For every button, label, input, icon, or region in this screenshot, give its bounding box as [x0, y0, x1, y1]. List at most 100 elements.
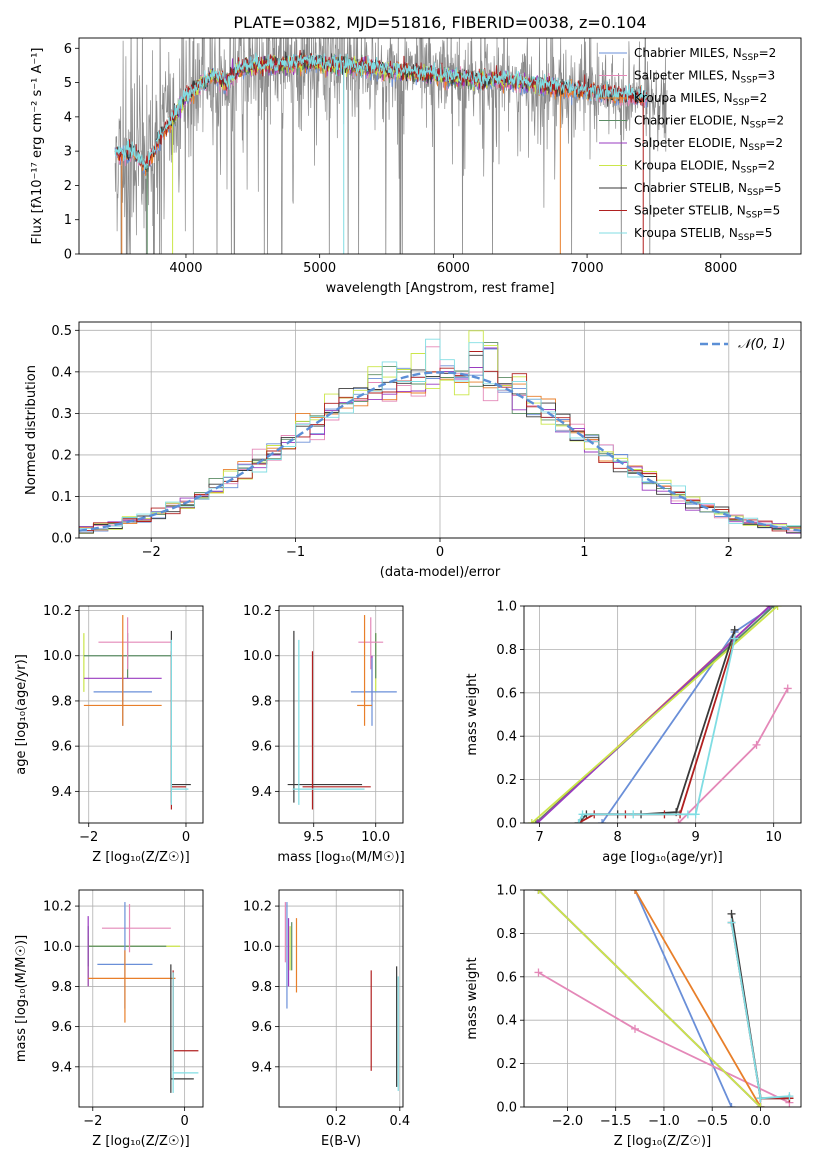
plus-marker [598, 819, 607, 823]
x-ticks: 7 8 9 10 [535, 823, 782, 845]
weight-vs-age-plot: 7 8 9 10 0.0 0.2 0.4 0.6 0.8 1.0 age [log₁₀(age/yr… [465, 600, 802, 865]
x-axis-label: (data-model)/error [380, 565, 501, 580]
plot-area [284, 902, 399, 1091]
errorbar-point [170, 651, 186, 810]
plus-marker [630, 1024, 639, 1033]
errorbar-point [87, 926, 167, 967]
figure-title: PLATE=0382, MJD=51816, FIBERID=0038, z=0… [233, 13, 646, 32]
histogram-krou-elodie [79, 330, 801, 534]
mass-vs-extinction-plot: 0.2 0.4 9.4 9.6 9.8 10.0 10.2 E(B-V) [243, 889, 410, 1149]
y-tick-label: 6 [64, 42, 72, 57]
y-tick-label: 0.6 [496, 686, 517, 701]
errorbar-point [292, 639, 365, 805]
axes-frame [523, 605, 802, 824]
legend-entry: Kroupa ELODIE, NSSP=2 [634, 159, 775, 176]
plus-marker [674, 819, 683, 823]
errorbar-point [170, 964, 194, 1093]
y-ticks: 0.0 0.1 0.2 0.3 0.4 0.5 [51, 324, 79, 547]
y-ticks: 9.4 9.6 9.8 10.0 10.2 [243, 604, 279, 800]
legend-entry: Chabrier ELODIE, NSSP=2 [634, 114, 784, 131]
plus-marker [727, 909, 736, 918]
errorbar-point [172, 972, 199, 1093]
y-tick-label: 0.4 [496, 730, 517, 745]
y-tick-label: 9.4 [251, 785, 272, 800]
x-tick-label: 0.4 [389, 1114, 410, 1129]
x-tick-label: 4000 [169, 261, 202, 276]
grid [524, 605, 801, 824]
x-tick-label: −1.0 [648, 1114, 680, 1129]
y-tick-label: 9.4 [51, 785, 72, 800]
y-tick-label: 9.6 [251, 1020, 272, 1035]
legend-label: Salpeter MILES, N [634, 69, 741, 83]
legend-entry: Salpeter ELODIE, NSSP=2 [634, 136, 783, 153]
x-tick-label: 0 [182, 830, 190, 845]
y-tick-label: 10.0 [243, 649, 272, 664]
plus-marker [691, 810, 700, 819]
legend-suffix: =2 [766, 114, 784, 128]
plot-area [114, 38, 668, 254]
x-tick-label: 5000 [303, 261, 336, 276]
y-tick-label: 3 [64, 145, 72, 160]
errorbar-point [170, 630, 191, 803]
x-axis-label: Z [log₁₀(Z/Z☉)] [92, 1134, 189, 1149]
legend-label: Chabrier STELIB, N [634, 181, 747, 195]
y-tick-label: 9.8 [251, 980, 272, 995]
axes-frame [278, 889, 404, 1108]
legend: 𝒩(0, 1) [700, 337, 785, 352]
y-tick-label: 0.0 [51, 532, 72, 547]
plot-area [534, 890, 794, 1107]
legend-sub: SSP [750, 121, 767, 131]
plus-marker [756, 1103, 765, 1107]
legend-sub: SSP [748, 143, 765, 153]
age-vs-metallicity-plot: −2 0 9.4 9.6 9.8 10.0 10.2 Z [log₁₀(Z/Z☉)] age [… [14, 604, 204, 865]
plus-marker [534, 890, 543, 894]
y-ticks: 0.0 0.2 0.4 0.6 0.8 1.0 [496, 600, 524, 832]
legend-suffix: =2 [757, 159, 775, 173]
y-tick-label: 0.4 [51, 365, 72, 380]
legend-label: Chabrier MILES, N [634, 46, 742, 60]
y-axis-label: Normed distribution [24, 365, 39, 495]
plus-marker [727, 1103, 736, 1107]
plus-marker [752, 740, 761, 749]
errorbar-point [358, 617, 384, 670]
x-tick-label: 9.5 [303, 830, 324, 845]
grid [79, 890, 203, 1107]
plus-marker [534, 968, 543, 977]
legend-suffix: =5 [755, 226, 773, 240]
errorbar-point [357, 615, 372, 726]
legend-suffix: =5 [764, 181, 782, 195]
y-tick-label: 0.2 [51, 448, 72, 463]
plus-marker [730, 625, 739, 634]
y-axis-label: age [log₁₀(age/yr)] [14, 654, 29, 775]
y-tick-label: 9.4 [51, 1060, 72, 1075]
x-ticks: −2.0 −1.5 −1.0 −0.5 0.0 [552, 1107, 771, 1129]
legend-entry: Salpeter STELIB, NSSP=5 [634, 204, 780, 221]
legend-label: Salpeter STELIB, N [634, 204, 746, 218]
axes-frame [78, 321, 802, 539]
x-axis-label: E(B-V) [321, 1134, 361, 1149]
errorbar-point [302, 651, 371, 810]
axes-frame [523, 889, 802, 1108]
x-ticks: 0.2 0.4 [326, 1107, 410, 1129]
x-tick-label: 0.2 [326, 1114, 347, 1129]
plot-area [79, 330, 801, 534]
plus-marker [629, 810, 638, 819]
x-axis-label: mass [log₁₀(M/M☉)] [277, 850, 404, 865]
y-tick-label: 0.1 [51, 490, 72, 505]
x-axis-label: Z [log₁₀(Z/Z☉)] [92, 850, 189, 865]
x-axis-label: age [log₁₀(age/yr)] [602, 850, 723, 865]
residual-histogram-plot: −2 −1 0 1 2 0.0 0.1 0.2 0.3 0.4 0.5 (data-model)/er… [24, 321, 802, 580]
y-tick-label: 0.2 [496, 773, 517, 788]
legend-sub: SSP [741, 166, 758, 176]
x-tick-label: −1.5 [600, 1114, 632, 1129]
x-tick-label: 0.0 [750, 1114, 771, 1129]
y-tick-label: 1 [64, 213, 72, 228]
x-tick-label: 10.0 [361, 830, 390, 845]
axes-frame [78, 889, 204, 1108]
x-ticks: −2 0 [83, 1107, 189, 1129]
y-tick-label: 10.2 [43, 604, 72, 619]
y-tick-label: 0.0 [496, 1101, 517, 1116]
x-tick-label: 8000 [704, 261, 737, 276]
grid [524, 889, 801, 1108]
